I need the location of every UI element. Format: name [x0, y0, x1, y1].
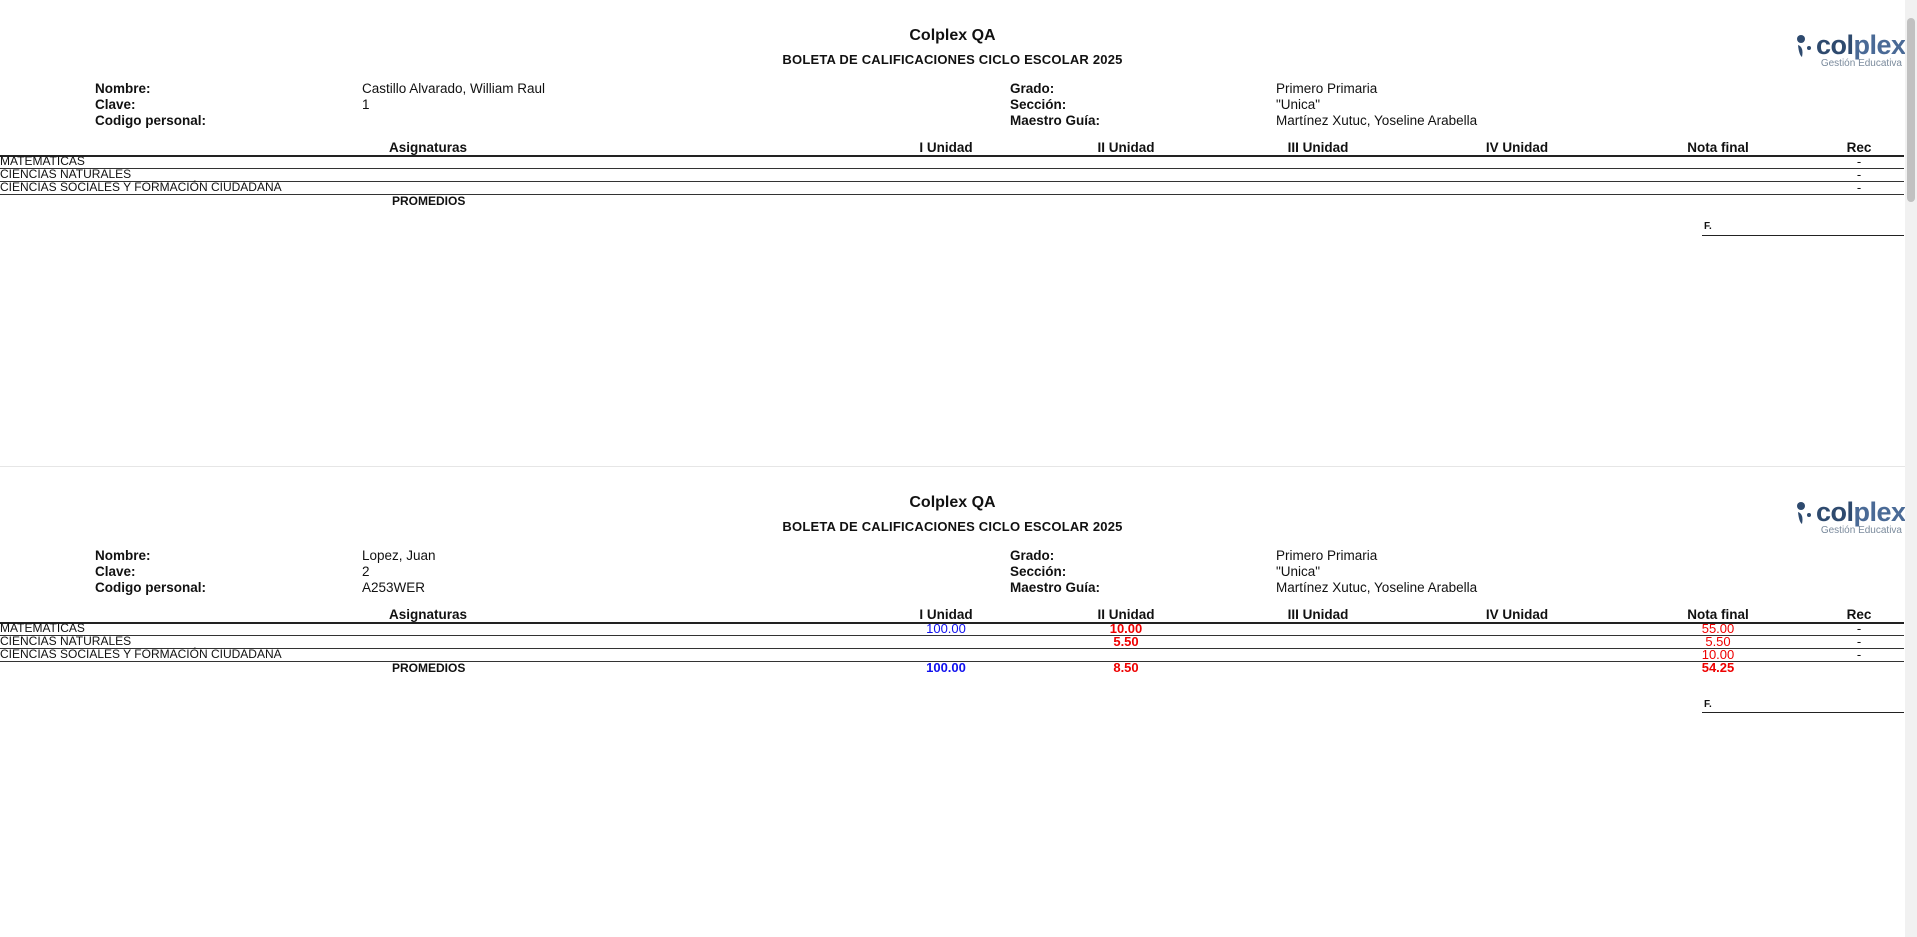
report-title: BOLETA DE CALIFICACIONES CICLO ESCOLAR 2… [782, 52, 1123, 67]
clave-label: Clave: [95, 564, 136, 579]
grado-label: Grado: [1010, 548, 1055, 563]
subject-name: CIENCIAS NATURALES [0, 634, 132, 648]
row-rule [0, 168, 1904, 169]
subject-name: MATEMATICAS [0, 621, 85, 635]
final-grade-cell: 55.00 [1701, 621, 1735, 636]
grado-label: Grado: [1010, 81, 1055, 96]
header-rule [0, 155, 1904, 157]
colplex-logo: colplex Gestión Educativa [1796, 30, 1906, 72]
nombre-label: Nombre: [95, 81, 151, 96]
header-unidad-4: IV Unidad [1485, 607, 1549, 622]
maestro-label: Maestro Guía: [1010, 113, 1101, 128]
subject-name: CIENCIAS SOCIALES Y FORMACIÓN CIUDADANA [0, 647, 282, 661]
row-rule [0, 648, 1904, 649]
rec-cell: - [1856, 621, 1862, 636]
rec-cell: - [1856, 180, 1862, 195]
codigo-label: Codigo personal: [95, 113, 206, 128]
signature-label: F. [1704, 221, 1712, 232]
header-rec: Rec [1846, 607, 1872, 622]
school-name: Colplex QA [909, 27, 996, 44]
nombre-value: Castillo Alvarado, William Raul [362, 81, 546, 96]
final-grade-cell: 10.00 [1701, 647, 1735, 662]
promedio-unidad-2: 8.50 [1113, 660, 1139, 675]
grade-cell: 100.00 [926, 621, 966, 636]
header-asignaturas: Asignaturas [388, 607, 468, 622]
logo-tagline: Gestión Educativa [1820, 58, 1902, 69]
header-unidad-2: II Unidad [1097, 140, 1155, 155]
page-divider [0, 466, 1905, 467]
grado-value: Primero Primaria [1276, 81, 1378, 96]
header-nota-final: Nota final [1687, 140, 1749, 155]
row-rule [0, 661, 1904, 662]
scrollbar-track[interactable] [1905, 0, 1917, 937]
seccion-value: "Unica" [1276, 564, 1321, 579]
signature-line [1702, 235, 1904, 236]
maestro-value: Martínez Xutuc, Yoseline Arabella [1276, 113, 1478, 128]
header-rec: Rec [1846, 140, 1872, 155]
promedios-label: PROMEDIOS [392, 194, 466, 208]
scrollbar-thumb[interactable] [1907, 18, 1915, 202]
nombre-value: Lopez, Juan [362, 548, 436, 563]
grade-cell: 5.50 [1113, 634, 1139, 649]
promedios-label: PROMEDIOS [392, 661, 466, 675]
seccion-label: Sección: [1010, 97, 1067, 112]
clave-value: 1 [362, 97, 370, 112]
maestro-value: Martínez Xutuc, Yoseline Arabella [1276, 580, 1478, 595]
grade-cell: 10.00 [1109, 621, 1143, 636]
rec-cell: - [1856, 634, 1862, 649]
grado-value: Primero Primaria [1276, 548, 1378, 563]
school-name: Colplex QA [909, 494, 996, 511]
header-unidad-1: I Unidad [919, 140, 973, 155]
rec-cell: - [1856, 647, 1862, 662]
row-rule [0, 194, 1904, 195]
signature-line [1702, 712, 1904, 713]
logo-wordmark: colplex [1816, 497, 1906, 527]
report-title: BOLETA DE CALIFICACIONES CICLO ESCOLAR 2… [782, 519, 1123, 534]
codigo-label: Codigo personal: [95, 580, 206, 595]
colplex-logo: colplex Gestión Educativa [1796, 497, 1906, 539]
header-unidad-3: III Unidad [1287, 607, 1349, 622]
signature-label: F. [1704, 699, 1712, 710]
rec-cell: - [1856, 167, 1862, 182]
subject-name: CIENCIAS NATURALES [0, 167, 132, 181]
clave-label: Clave: [95, 97, 136, 112]
seccion-label: Sección: [1010, 564, 1067, 579]
promedio-final: 54.25 [1701, 660, 1735, 675]
report-card: Colplex QA BOLETA DE CALIFICACIONES CICL… [0, 467, 1906, 933]
row-rule [0, 635, 1904, 636]
header-unidad-4: IV Unidad [1485, 140, 1549, 155]
subject-name: MATEMATICAS [0, 154, 85, 168]
header-unidad-2: II Unidad [1097, 607, 1155, 622]
report-card: Colplex QA BOLETA DE CALIFICACIONES CICL… [0, 0, 1906, 466]
logo-wordmark: colplex [1816, 30, 1906, 60]
maestro-label: Maestro Guía: [1010, 580, 1101, 595]
codigo-value: A253WER [362, 580, 426, 595]
header-unidad-1: I Unidad [919, 607, 973, 622]
header-unidad-3: III Unidad [1287, 140, 1349, 155]
final-grade-cell: 5.50 [1705, 634, 1731, 649]
subject-name: CIENCIAS SOCIALES Y FORMACIÓN CIUDADANA [0, 180, 282, 194]
logo-tagline: Gestión Educativa [1820, 525, 1902, 536]
header-rule [0, 622, 1904, 624]
promedio-unidad-1: 100.00 [926, 660, 966, 675]
row-rule [0, 181, 1904, 182]
colplex-mark-icon [1797, 35, 1811, 57]
rec-cell: - [1856, 154, 1862, 169]
header-nota-final: Nota final [1687, 607, 1749, 622]
nombre-label: Nombre: [95, 548, 151, 563]
seccion-value: "Unica" [1276, 97, 1321, 112]
colplex-mark-icon [1797, 502, 1811, 524]
clave-value: 2 [362, 564, 370, 579]
header-asignaturas: Asignaturas [388, 140, 468, 155]
